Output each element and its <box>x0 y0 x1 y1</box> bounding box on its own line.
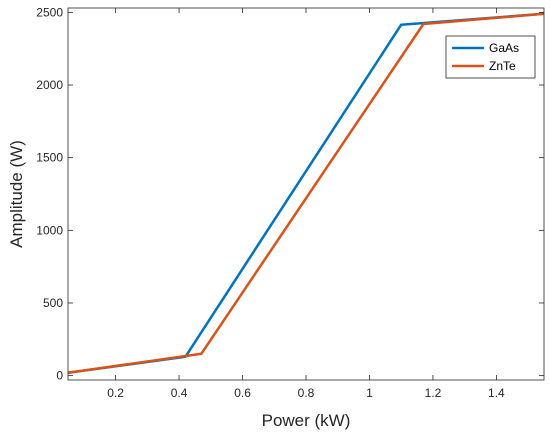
legend-entry-gaas: GaAs <box>489 41 519 55</box>
x-tick-label: 0.6 <box>234 386 251 400</box>
x-tick-label: 0.8 <box>298 386 315 400</box>
y-tick-label: 2500 <box>36 5 63 19</box>
x-tick-label: 1.2 <box>425 386 442 400</box>
y-axis-label: Amplitude (W) <box>7 140 26 248</box>
legend-entry-znte: ZnTe <box>489 59 516 73</box>
y-tick-label: 0 <box>56 369 63 383</box>
legend-box <box>445 35 536 79</box>
x-tick-label: 0.4 <box>171 386 188 400</box>
y-tick-label: 1500 <box>36 151 63 165</box>
y-tick-label: 1000 <box>36 223 63 237</box>
series-line-znte <box>67 12 545 374</box>
y-tick-label: 500 <box>43 296 63 310</box>
x-tick-label: 0.2 <box>107 386 124 400</box>
x-axis-label: Power (kW) <box>262 411 351 430</box>
ticks-layer: 0.2 0.4 0.6 0.8 1 1.2 1.4 0 500 1000 1500 2000 2500 <box>36 5 544 400</box>
x-tick-label: 1.4 <box>488 386 505 400</box>
legend: GaAs ZnTe <box>445 35 536 79</box>
y-tick-label: 2000 <box>36 78 63 92</box>
x-tick-label: 1 <box>366 386 373 400</box>
series-layer <box>67 12 545 374</box>
